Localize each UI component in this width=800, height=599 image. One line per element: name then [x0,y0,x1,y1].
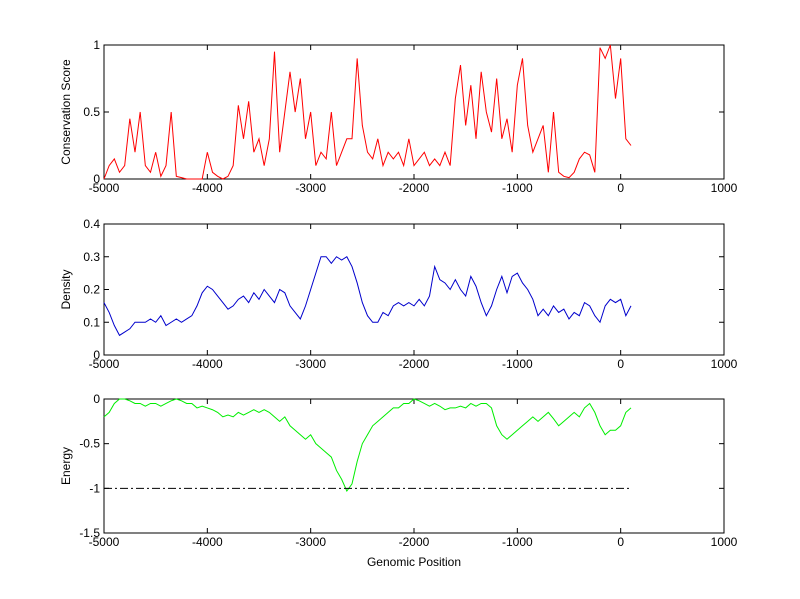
x-tick-label: 0 [617,181,624,195]
x-tick-label: -3000 [295,181,326,195]
y-tick-label: -0.5 [79,437,100,451]
x-tick-label: -4000 [192,535,223,549]
x-tick-label: -2000 [399,357,430,371]
axes-box [103,44,725,180]
x-tick-label: -2000 [399,535,430,549]
y-tick-label: -1.5 [79,526,100,540]
axes-box [103,398,725,534]
x-tick-label: -5000 [89,357,120,371]
y-tick-label: 0.2 [83,283,100,297]
axes-box [103,223,725,356]
x-tick-label: 1000 [711,181,738,195]
data-line [103,398,632,493]
y-tick-label: 1 [93,38,100,52]
x-tick-label: -5000 [89,181,120,195]
y-tick-label: 0.5 [83,105,100,119]
x-tick-label: 1000 [711,357,738,371]
y-axis-label: Energy [59,447,73,485]
y-tick-label: 0 [93,392,100,406]
x-tick-label: -1000 [502,535,533,549]
x-tick-label: -3000 [295,357,326,371]
x-tick-label: -3000 [295,535,326,549]
y-tick-label: 0.1 [83,315,100,329]
data-line [103,256,632,337]
x-tick-label: -4000 [192,181,223,195]
data-line [103,44,632,180]
y-tick-label: 0.3 [83,250,100,264]
x-tick-label: 1000 [711,535,738,549]
y-tick-label: -1 [89,481,100,495]
y-axis-label: Conservation Score [59,59,73,165]
x-tick-label: -1000 [502,181,533,195]
x-tick-label: -1000 [502,357,533,371]
x-axis-label: Genomic Position [367,555,461,569]
x-tick-label: 0 [617,357,624,371]
y-tick-label: 0.4 [83,217,100,231]
x-tick-label: -4000 [192,357,223,371]
y-tick-label: 0 [93,348,100,362]
x-tick-label: -5000 [89,535,120,549]
x-tick-label: -2000 [399,181,430,195]
x-tick-label: 0 [617,535,624,549]
y-tick-label: 0 [93,172,100,186]
y-axis-label: Density [59,269,73,309]
